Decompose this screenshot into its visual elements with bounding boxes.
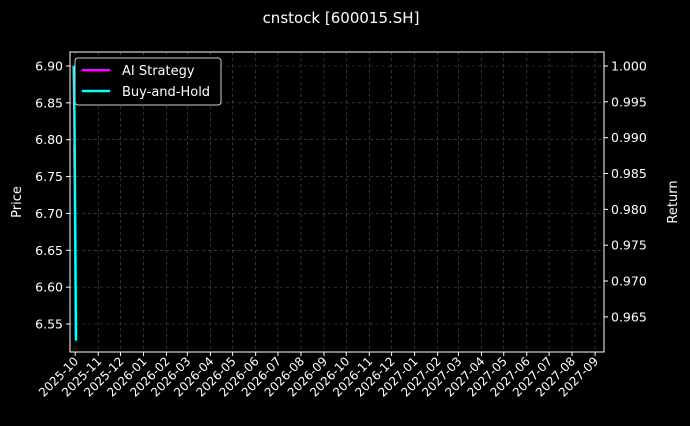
legend-label-ai-strategy: AI Strategy	[122, 64, 195, 79]
ticks: 2025-102025-112025-122026-012026-022026-…	[35, 58, 647, 399]
legend: AI Strategy Buy-and-Hold	[74, 57, 222, 106]
grid	[70, 52, 604, 352]
y-tick-label-right: 0.970	[611, 274, 647, 289]
y-tick-label-left: 6.85	[35, 95, 63, 110]
legend-box	[74, 57, 222, 106]
y-tick-label-left: 6.55	[35, 316, 63, 331]
chart-title: cnstock [600015.SH]	[263, 9, 420, 27]
y-tick-label-right: 0.975	[611, 238, 647, 253]
series-lines	[72, 64, 78, 341]
y-axis-label-right: Return	[666, 180, 681, 223]
y-tick-label-right: 0.995	[611, 94, 647, 109]
y-tick-label-right: 0.985	[611, 166, 647, 181]
y-axis-label-left: Price	[10, 186, 25, 218]
y-tick-label-right: 0.965	[611, 309, 647, 324]
y-tick-label-left: 6.80	[35, 132, 63, 147]
series-line-buy-and-hold	[72, 65, 78, 341]
y-tick-label-left: 6.60	[35, 280, 63, 295]
y-tick-label-left: 6.65	[35, 243, 63, 258]
y-tick-label-left: 6.90	[35, 59, 63, 74]
plot-frame	[69, 51, 605, 353]
y-tick-label-right: 0.980	[611, 202, 647, 217]
y-tick-label-left: 6.75	[35, 169, 63, 184]
y-tick-label-right: 1.000	[611, 58, 647, 73]
y-tick-label-left: 6.70	[35, 206, 63, 221]
y-tick-label-right: 0.990	[611, 130, 647, 145]
legend-label-buy-and-hold: Buy-and-Hold	[122, 85, 210, 100]
